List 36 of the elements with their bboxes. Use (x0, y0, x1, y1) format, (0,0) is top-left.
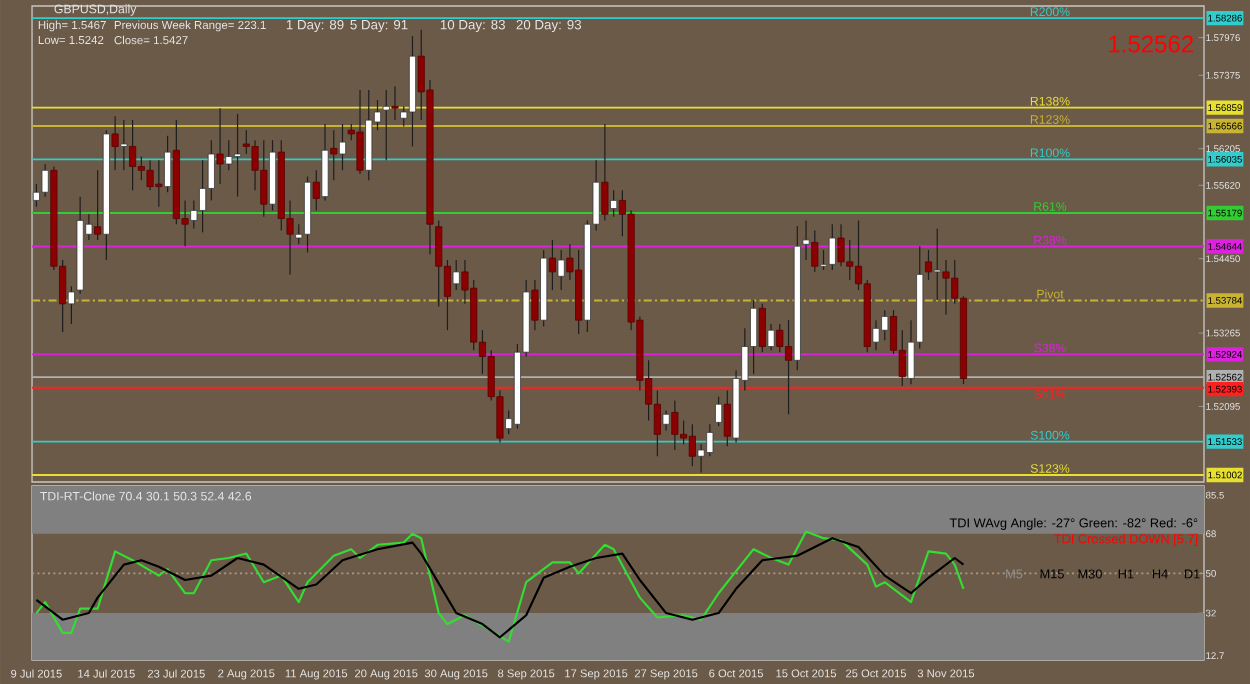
candlestick (41, 163, 49, 198)
candlestick (330, 129, 338, 181)
candlestick (933, 228, 941, 301)
candlestick (662, 409, 670, 432)
candlestick (435, 219, 443, 307)
candlestick (828, 223, 836, 271)
candlestick (452, 259, 460, 291)
candlestick (312, 169, 320, 212)
annotation: 1.52562 (1109, 35, 1193, 53)
candlestick (776, 323, 784, 353)
candlestick (811, 229, 819, 273)
candlestick (802, 219, 810, 261)
candlestick (531, 279, 539, 331)
candlestick (338, 123, 347, 171)
candlestick (688, 423, 696, 467)
candlestick (610, 189, 618, 218)
candlestick (120, 119, 128, 171)
candlestick (715, 396, 723, 427)
candlestick (767, 323, 775, 351)
candlestick (67, 285, 75, 325)
candlestick (321, 123, 329, 201)
candlestick (216, 107, 224, 185)
candlestick (225, 139, 233, 171)
candlestick (723, 389, 731, 447)
candlestick (129, 119, 137, 191)
candlestick (924, 249, 933, 281)
candlestick (111, 115, 119, 171)
candlestick (164, 135, 172, 193)
candlestick (94, 169, 102, 241)
candlestick (391, 85, 399, 121)
candlestick (382, 89, 390, 161)
candlestick (758, 303, 766, 353)
candlestick (601, 123, 609, 222)
candlestick (557, 249, 565, 291)
candlestick (671, 399, 679, 451)
candlestick (548, 239, 556, 291)
